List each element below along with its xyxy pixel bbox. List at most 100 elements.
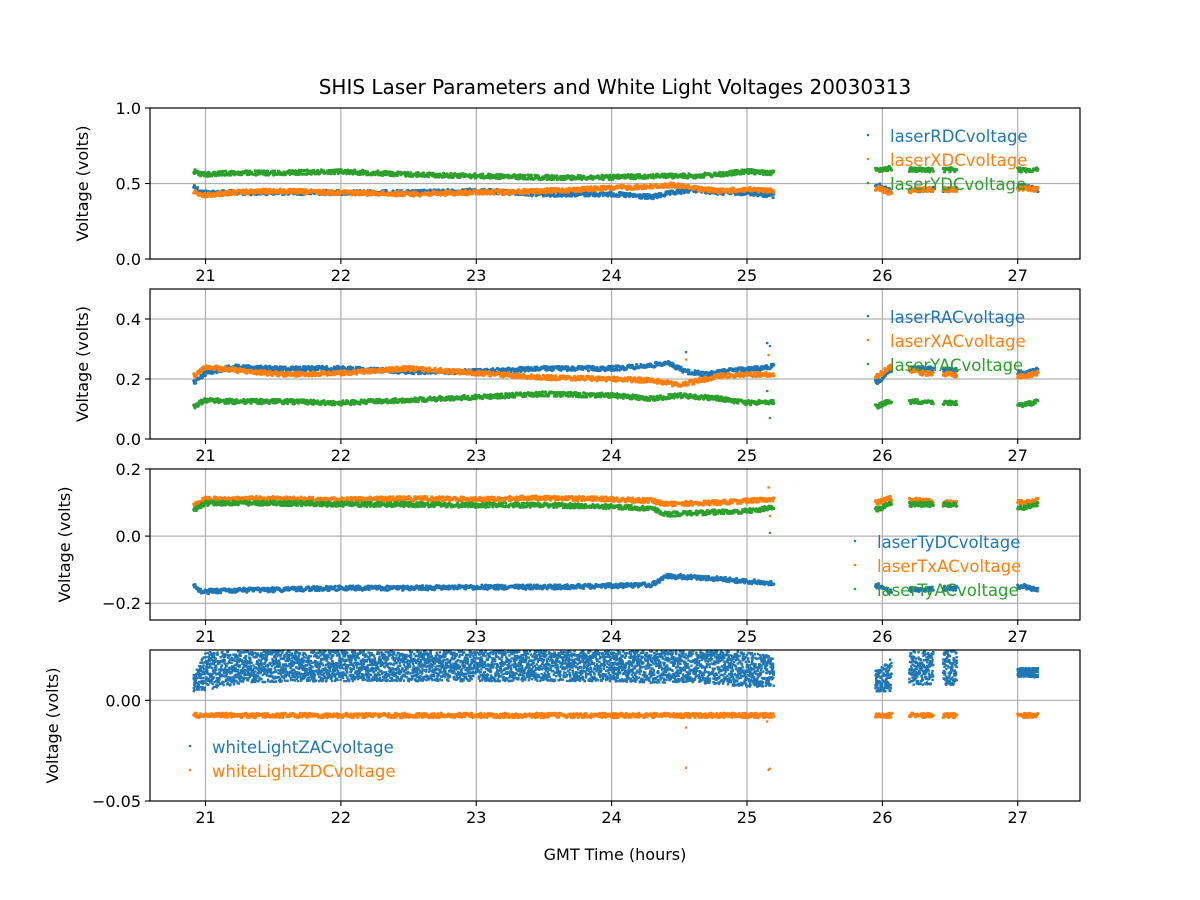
y-axis-label: Voltage (volts) [73, 126, 92, 242]
data-point [234, 363, 238, 367]
data-point [555, 174, 559, 178]
data-point [422, 369, 426, 374]
data-point [195, 185, 200, 190]
data-point [679, 365, 683, 369]
data-point [480, 172, 485, 176]
data-point [955, 168, 959, 172]
data-point [541, 190, 546, 195]
data-point [278, 187, 282, 191]
data-point [494, 172, 499, 177]
data-point [931, 366, 935, 370]
data-point [772, 363, 776, 367]
data-point [449, 171, 453, 176]
data-point [304, 188, 308, 192]
data-point [194, 381, 198, 385]
data-point [772, 190, 776, 194]
data-point [379, 366, 383, 370]
data-point [372, 189, 376, 193]
x-tick-label: 24 [601, 266, 621, 285]
legend-item: laserRDCvoltage [866, 127, 1028, 146]
x-tick-label: 22 [331, 266, 351, 285]
data-point [523, 369, 527, 373]
data-point [1017, 187, 1022, 191]
legend-marker [866, 181, 870, 185]
x-axis-label: GMT Time (hours) [544, 845, 687, 864]
data-point [254, 372, 259, 376]
y-tick-label: 0.5 [116, 175, 141, 194]
data-point [471, 192, 475, 196]
data-point [601, 177, 605, 182]
data-point [327, 189, 331, 193]
data-point [931, 188, 935, 192]
data-point [451, 372, 455, 376]
data-point [730, 190, 734, 194]
data-point [273, 169, 277, 173]
legend-item: laserXDCvoltage [866, 151, 1027, 170]
data-point [580, 185, 585, 189]
y-tick-label: 1.0 [116, 99, 141, 118]
data-point [381, 190, 385, 194]
data-point [615, 368, 619, 372]
data-point [955, 189, 959, 193]
data-point [955, 369, 959, 373]
data-point [390, 369, 394, 373]
x-tick-label: 23 [466, 266, 486, 285]
data-point [384, 189, 388, 193]
series-laserXACvoltage [192, 353, 1040, 388]
data-point [526, 365, 530, 369]
data-point [517, 188, 521, 192]
data-point [286, 191, 290, 195]
data-point [742, 171, 746, 176]
data-point [672, 176, 676, 180]
data-point [221, 169, 225, 173]
data-point [206, 174, 210, 178]
data-point [611, 364, 615, 368]
data-point [569, 368, 574, 372]
data-point [771, 195, 775, 200]
data-point [361, 172, 365, 176]
data-point-outlier [768, 344, 772, 348]
data-point [643, 196, 647, 200]
x-tick-label: 21 [195, 266, 215, 285]
data-point [706, 186, 711, 190]
data-point [268, 369, 272, 374]
data-point [739, 172, 744, 176]
data-point [559, 368, 563, 372]
data-point [318, 373, 323, 377]
data-point [510, 375, 514, 379]
data-point [331, 189, 335, 193]
data-point [478, 373, 482, 377]
data-point [929, 365, 933, 369]
chart-title: SHIS Laser Parameters and White Light Vo… [319, 75, 912, 99]
data-point [445, 172, 449, 176]
data-point [918, 166, 922, 170]
data-point [523, 173, 527, 177]
data-point [586, 369, 591, 373]
data-point [931, 169, 935, 173]
legend-item: laserYDCvoltage [866, 175, 1026, 194]
data-point [750, 171, 754, 175]
legend-label: laserXDCvoltage [890, 151, 1027, 170]
data-point [212, 367, 217, 371]
data-point-outlier [684, 350, 688, 354]
data-point [668, 192, 672, 196]
x-tick-label: 26 [872, 266, 892, 285]
data-point [633, 177, 638, 181]
data-point [1036, 167, 1040, 171]
data-point [259, 368, 263, 373]
data-point [889, 168, 894, 172]
data-point [492, 192, 496, 196]
data-point [721, 170, 725, 175]
data-point [756, 190, 761, 194]
data-point [265, 169, 270, 173]
data-point [772, 169, 776, 173]
data-point [487, 370, 491, 374]
data-point [950, 366, 954, 370]
series-laserXDCvoltage [192, 181, 1040, 199]
data-point [931, 185, 935, 189]
data-point [546, 174, 550, 178]
